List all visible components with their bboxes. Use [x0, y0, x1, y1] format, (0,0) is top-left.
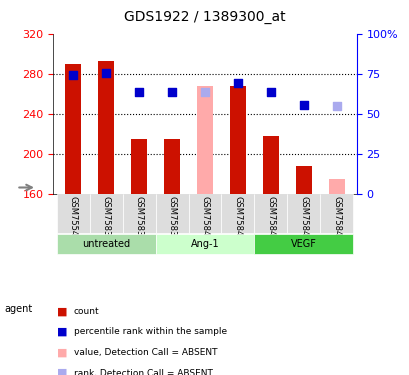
Text: GSM75840: GSM75840: [200, 196, 209, 242]
Point: [234, 80, 240, 86]
FancyBboxPatch shape: [89, 194, 122, 232]
FancyBboxPatch shape: [287, 194, 320, 232]
Text: count: count: [74, 307, 99, 316]
FancyBboxPatch shape: [254, 194, 287, 232]
Bar: [130, 139, 147, 194]
Bar: [328, 179, 344, 194]
Text: GSM75846: GSM75846: [299, 196, 308, 242]
Text: GSM75838: GSM75838: [167, 196, 176, 242]
Point: [300, 102, 306, 108]
Point: [201, 89, 208, 95]
FancyBboxPatch shape: [56, 194, 89, 232]
Text: value, Detection Call = ABSENT: value, Detection Call = ABSENT: [74, 348, 217, 357]
Bar: [163, 139, 180, 194]
FancyBboxPatch shape: [254, 234, 353, 254]
Text: GSM75844: GSM75844: [266, 196, 275, 242]
Text: GSM75548: GSM75548: [68, 196, 77, 242]
Text: GSM75836: GSM75836: [134, 196, 143, 242]
Text: GSM75842: GSM75842: [233, 196, 242, 242]
Text: ■: ■: [57, 327, 68, 337]
Bar: [295, 166, 311, 194]
Point: [103, 70, 109, 76]
Bar: [98, 61, 114, 194]
Point: [267, 89, 274, 95]
Text: ■: ■: [57, 348, 68, 357]
Point: [135, 89, 142, 95]
Point: [70, 72, 76, 78]
Text: GDS1922 / 1389300_at: GDS1922 / 1389300_at: [124, 10, 285, 24]
FancyBboxPatch shape: [188, 194, 221, 232]
Text: GSM75848: GSM75848: [332, 196, 341, 242]
Bar: [196, 86, 213, 194]
FancyBboxPatch shape: [221, 194, 254, 232]
Text: GSM75834: GSM75834: [101, 196, 110, 242]
Text: Ang-1: Ang-1: [190, 239, 219, 249]
Bar: [262, 136, 279, 194]
Bar: [229, 86, 246, 194]
Text: VEGF: VEGF: [290, 239, 316, 249]
FancyBboxPatch shape: [122, 194, 155, 232]
FancyBboxPatch shape: [155, 194, 188, 232]
Text: ■: ■: [57, 368, 68, 375]
FancyBboxPatch shape: [56, 234, 155, 254]
FancyBboxPatch shape: [320, 194, 353, 232]
Text: rank, Detection Call = ABSENT: rank, Detection Call = ABSENT: [74, 369, 212, 375]
Bar: [65, 64, 81, 194]
Text: ■: ■: [57, 306, 68, 316]
Point: [169, 89, 175, 95]
FancyBboxPatch shape: [155, 234, 254, 254]
Text: agent: agent: [4, 304, 32, 314]
Text: untreated: untreated: [82, 239, 130, 249]
Text: percentile rank within the sample: percentile rank within the sample: [74, 327, 226, 336]
Point: [333, 103, 339, 109]
